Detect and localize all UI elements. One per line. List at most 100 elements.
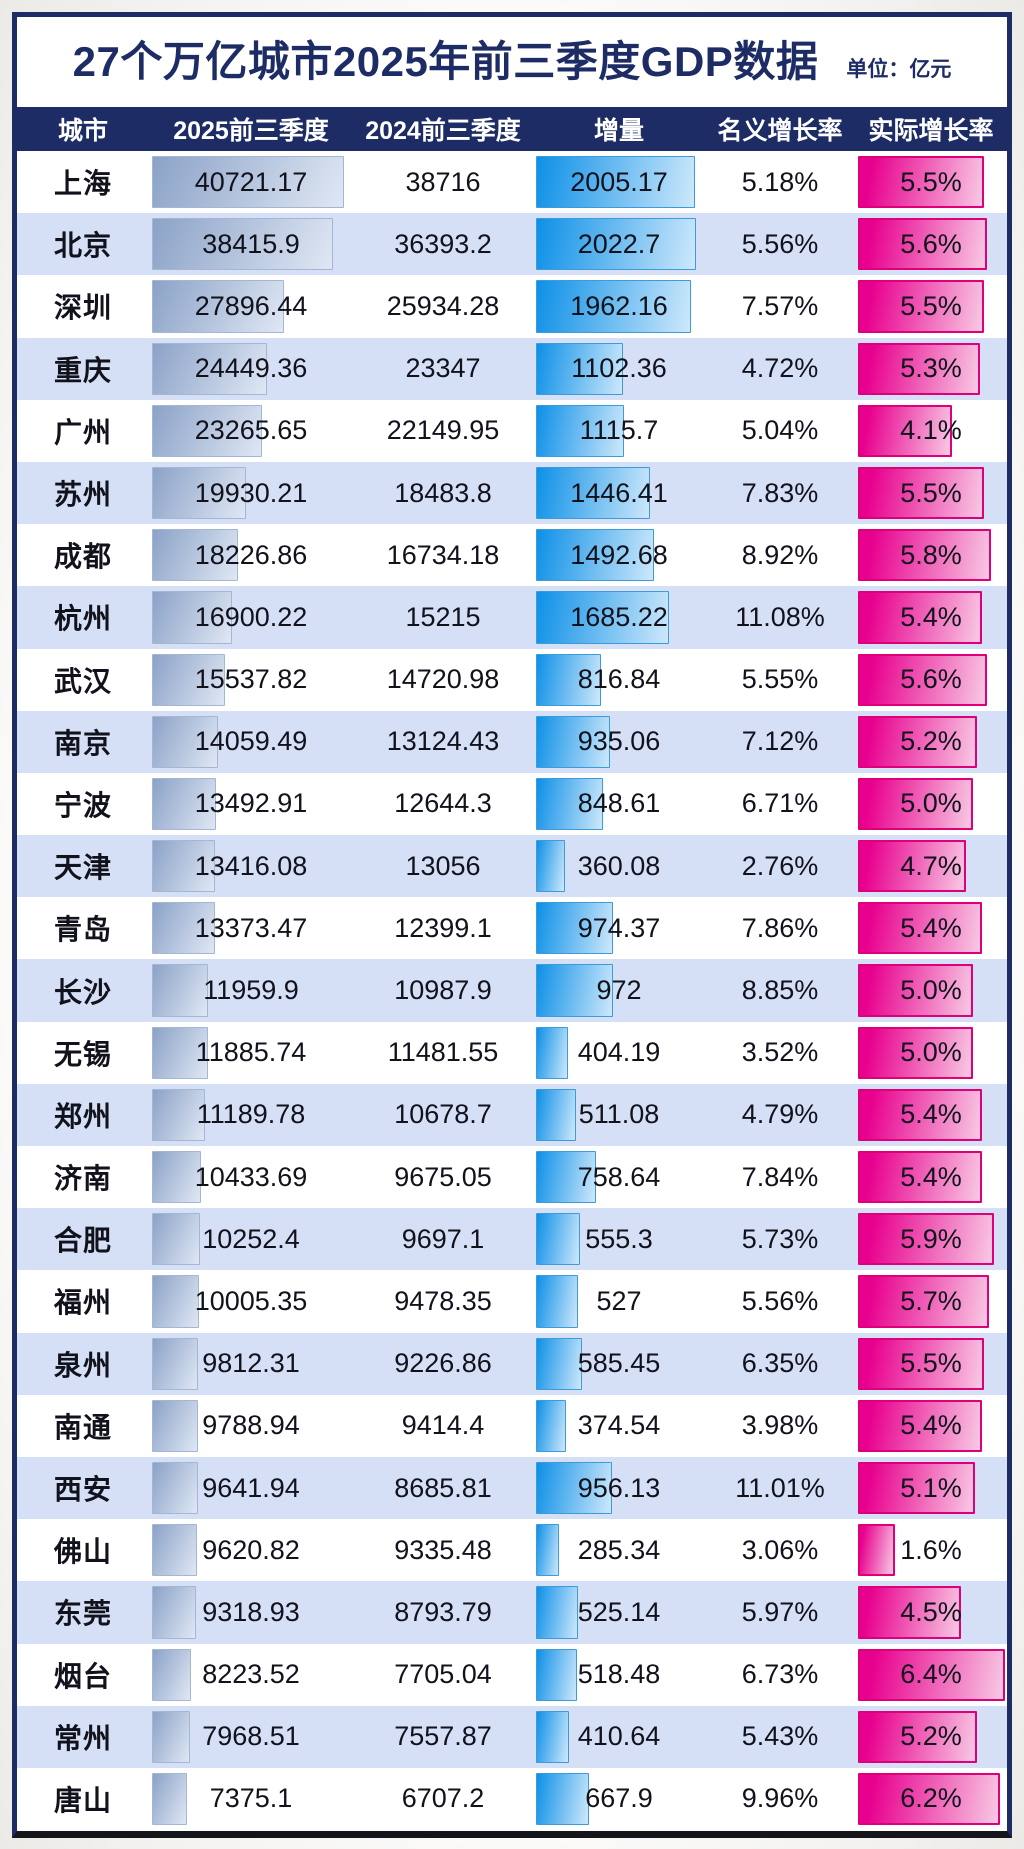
gdp-2025-value: 15537.82 — [194, 664, 308, 695]
column-header-increment: 增量 — [593, 117, 644, 145]
real-growth-value: 5.0% — [900, 1037, 962, 1068]
increment-bar — [536, 1088, 577, 1141]
gdp-2025-bar — [152, 1399, 199, 1452]
gdp-2024-value: 9335.48 — [394, 1534, 492, 1565]
real-growth-bar — [858, 1213, 994, 1266]
increment-value: 410.64 — [577, 1721, 661, 1752]
gdp-2024-value: 10678.7 — [394, 1099, 492, 1130]
real-growth-bar — [858, 591, 982, 644]
column-header-city: 城市 — [57, 117, 108, 145]
real-growth-bar — [858, 1399, 982, 1452]
increment-bar — [536, 466, 651, 520]
gdp-2025-value: 9788.94 — [202, 1410, 300, 1441]
column-header-gdp-2024: 2024前三季度 — [365, 117, 521, 145]
increment-value: 848.61 — [577, 788, 661, 819]
table-row: 济南 10433.69 9675.05 758.64 7.84% 5.4% — [17, 1146, 1007, 1209]
real-growth-bar — [858, 466, 985, 520]
increment-value: 1492.68 — [570, 539, 668, 570]
increment-bar — [536, 1213, 580, 1266]
gdp-2025-value: 7968.51 — [202, 1721, 300, 1752]
real-growth-bar — [858, 156, 985, 209]
gdp-2024-value: 9414.4 — [401, 1410, 485, 1441]
table-row: 佛山 9620.82 9335.48 285.34 3.06% 1.6% — [17, 1519, 1007, 1582]
real-growth-bar — [858, 1026, 973, 1079]
gdp-2025-value: 9812.31 — [202, 1348, 300, 1379]
gdp-2025-bar — [152, 1648, 191, 1701]
gdp-2025-bar — [152, 1275, 200, 1328]
gdp-2025-bar — [152, 964, 209, 1017]
unit-label: 单位：亿元 — [846, 57, 952, 81]
table-row: 宁波 13492.91 12644.3 848.61 6.71% 5.0% — [17, 772, 1007, 836]
gdp-2024-value: 9226.86 — [394, 1348, 492, 1379]
nominal-growth-value: 2.76% — [741, 850, 819, 881]
real-growth-bar — [858, 1275, 989, 1328]
table-row: 广州 23265.65 22149.95 1115.7 5.04% 4.1% — [17, 399, 1007, 462]
increment-bar — [536, 1524, 559, 1577]
nominal-growth-value: 11.08% — [735, 601, 825, 632]
nominal-growth-value: 8.85% — [741, 975, 819, 1006]
real-growth-value: 5.2% — [900, 1721, 962, 1752]
increment-value: 816.84 — [577, 664, 661, 695]
table-row: 深圳 27896.44 25934.28 1962.16 7.57% 5.5% — [17, 275, 1007, 338]
table-row: 东莞 9318.93 8793.79 525.14 5.97% 4.5% — [17, 1581, 1007, 1644]
increment-bar — [536, 529, 655, 582]
increment-bar — [536, 653, 601, 706]
real-growth-bar — [858, 529, 992, 582]
increment-value: 1115.7 — [579, 415, 659, 446]
city-name: 青岛 — [53, 914, 112, 946]
real-growth-value: 1.6% — [900, 1534, 962, 1565]
gdp-2025-bar — [152, 1151, 202, 1204]
increment-bar — [536, 902, 614, 955]
real-growth-value: 5.5% — [900, 290, 962, 321]
gdp-2024-value: 9697.1 — [401, 1223, 485, 1254]
increment-value: 511.08 — [578, 1099, 660, 1130]
increment-bar — [536, 1151, 596, 1204]
increment-value: 555.3 — [585, 1223, 653, 1254]
increment-bar — [536, 1586, 578, 1639]
gdp-2025-value: 11885.74 — [195, 1037, 307, 1068]
gdp-2024-value: 7557.87 — [394, 1721, 492, 1752]
city-name: 郑州 — [53, 1100, 112, 1132]
nominal-growth-value: 7.83% — [741, 477, 819, 508]
column-header-gdp-2025: 2025前三季度 — [173, 117, 329, 145]
city-name: 天津 — [53, 852, 112, 884]
increment-value: 974.37 — [577, 912, 661, 943]
nominal-growth-value: 6.71% — [741, 788, 819, 819]
city-name: 深圳 — [53, 292, 112, 324]
gdp-2024-value: 13124.43 — [386, 726, 500, 757]
table-row: 成都 18226.86 16734.18 1492.68 8.92% 5.8% — [17, 524, 1007, 587]
increment-value: 758.64 — [577, 1161, 661, 1192]
gdp-2025-value: 14059.49 — [194, 726, 308, 757]
increment-value: 518.48 — [577, 1659, 661, 1690]
city-name: 常州 — [53, 1722, 112, 1754]
real-growth-value: 5.4% — [900, 601, 962, 632]
table-row: 北京 38415.9 36393.2 2022.7 5.56% 5.6% — [17, 213, 1007, 276]
table-row: 长沙 11959.9 10987.9 972 8.85% 5.0% — [17, 959, 1007, 1022]
increment-value: 972 — [596, 975, 642, 1006]
increment-bar — [536, 777, 604, 831]
nominal-growth-value: 5.73% — [741, 1223, 819, 1254]
gdp-2024-value: 25934.28 — [386, 290, 500, 321]
city-name: 长沙 — [53, 976, 112, 1008]
table-row: 郑州 11189.78 10678.7 511.08 4.79% 5.4% — [17, 1083, 1007, 1146]
nominal-growth-value: 5.56% — [741, 228, 819, 259]
real-growth-value: 6.4% — [900, 1659, 962, 1690]
city-name: 西安 — [53, 1474, 112, 1506]
gdp-2025-bar — [152, 777, 216, 831]
gdp-2025-value: 9318.93 — [202, 1596, 300, 1627]
increment-bar — [536, 1026, 568, 1079]
city-name: 南通 — [53, 1411, 112, 1443]
table-row: 上海 40721.17 38716 2005.17 5.18% 5.5% — [17, 151, 1007, 214]
gdp-2025-value: 9641.94 — [202, 1472, 300, 1503]
gdp-2025-bar — [152, 653, 226, 706]
gdp-2024-value: 12644.3 — [394, 788, 492, 819]
gdp-2025-value: 11189.78 — [196, 1099, 306, 1130]
table-row: 唐山 7375.1 6707.2 667.9 9.96% 6.2% — [17, 1767, 1007, 1831]
gdp-2025-bar — [152, 840, 216, 893]
increment-value: 525.14 — [577, 1596, 661, 1627]
city-name: 杭州 — [53, 603, 112, 635]
gdp-2025-bar — [152, 404, 262, 457]
real-growth-bar — [858, 1648, 1005, 1701]
real-growth-bar — [858, 902, 982, 955]
